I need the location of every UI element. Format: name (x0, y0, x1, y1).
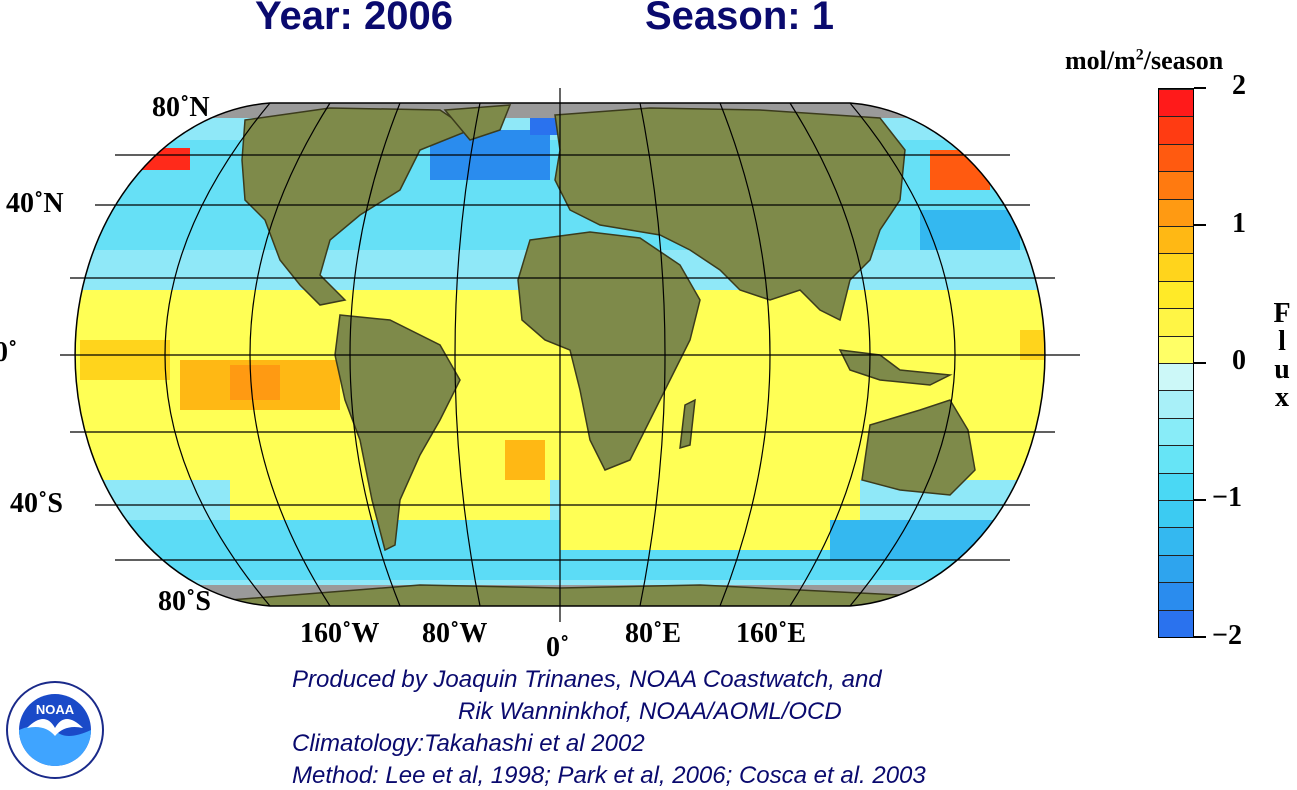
graticule (60, 88, 1080, 622)
colorbar-segment (1159, 253, 1193, 281)
colorbar-segment (1159, 554, 1193, 583)
colorbar-segment (1159, 417, 1193, 446)
colorbar-unit-label: mol/m2/season (1065, 46, 1223, 76)
colorbar-tick-label-2: 2 (1232, 70, 1246, 101)
flux-zone-kamchatka-red (930, 150, 990, 190)
colorbar-segment (1159, 445, 1193, 473)
flux-zone-atlantic-orange (505, 440, 545, 480)
lon-label-160w: 160˚W (300, 618, 380, 649)
colorbar-tick (1194, 224, 1206, 226)
greenland (443, 104, 512, 141)
flux-zone-indian-south (560, 470, 860, 550)
colorbar-title: Flux (1273, 298, 1291, 413)
credit-line-3: Climatology:Takahashi et al 2002 (292, 730, 645, 757)
colorbar-tick (1194, 636, 1206, 638)
colorbar-segment (1159, 582, 1193, 610)
colorbar-tick (1194, 362, 1206, 364)
colorbar-segment (1159, 609, 1193, 637)
lon-label-80w: 80˚W (422, 618, 488, 649)
colorbar-tick-label-1: 1 (1232, 208, 1246, 239)
colorbar (1158, 88, 1194, 638)
colorbar-segment (1159, 198, 1193, 226)
flux-zone-southern-blue (830, 520, 1010, 560)
flux-zone-pacific-east (80, 340, 170, 380)
flux-zone-pacific-hotspot (230, 365, 280, 400)
colorbar-segment (1159, 472, 1193, 500)
colorbar-segment (1159, 527, 1193, 555)
colorbar-tick-label-0: 0 (1232, 345, 1246, 376)
colorbar-segment (1159, 143, 1193, 172)
year-title: Year: 2006 (255, 0, 453, 38)
colorbar-segment (1159, 116, 1193, 144)
credit-line-2: Rik Wanninkhof, NOAA/AOML/OCD (458, 698, 842, 725)
colorbar-segment (1159, 363, 1193, 391)
colorbar-segment (1159, 335, 1193, 363)
madagascar (679, 398, 696, 450)
unit-superscript: 2 (1135, 46, 1144, 64)
lat-label-40s: 40˚S (10, 488, 63, 519)
colorbar-segment (1159, 171, 1193, 199)
lat-label-40n: 40˚N (6, 188, 64, 219)
indonesia (838, 349, 953, 386)
colorbar-segment (1159, 89, 1193, 117)
credit-line-4: Method: Lee et al, 1998; Park et al, 200… (292, 762, 926, 789)
season-title: Season: 1 (645, 0, 834, 38)
colorbar-tick-label-neg1: −1 (1212, 482, 1242, 513)
colorbar-segment (1159, 500, 1193, 528)
unit-tail: /season (1143, 46, 1224, 75)
lat-label-80s: 80˚S (158, 586, 211, 617)
colorbar-tick-label-neg2: −2 (1212, 620, 1242, 651)
noaa-logo-text: NOAA (36, 702, 75, 717)
credit-line-1: Produced by Joaquin Trinanes, NOAA Coast… (292, 666, 882, 693)
lon-label-80e: 80˚E (625, 618, 681, 649)
europe-asia (554, 107, 906, 322)
colorbar-segment (1159, 226, 1193, 254)
lon-label-160e: 160˚E (736, 618, 806, 649)
colorbar-segment (1159, 308, 1193, 336)
lat-label-0: 0˚ (0, 337, 18, 368)
lon-label-0: 0˚ (546, 632, 570, 663)
colorbar-segment (1159, 280, 1193, 309)
colorbar-segment (1159, 390, 1193, 418)
flux-zone-north-pacific-blue (920, 210, 1020, 250)
unit-base: mol/m (1065, 46, 1136, 75)
africa (517, 231, 701, 471)
noaa-logo: NOAA (6, 681, 104, 779)
lat-label-80n: 80˚N (152, 92, 210, 123)
colorbar-tick (1194, 87, 1206, 89)
colorbar-tick (1194, 499, 1206, 501)
